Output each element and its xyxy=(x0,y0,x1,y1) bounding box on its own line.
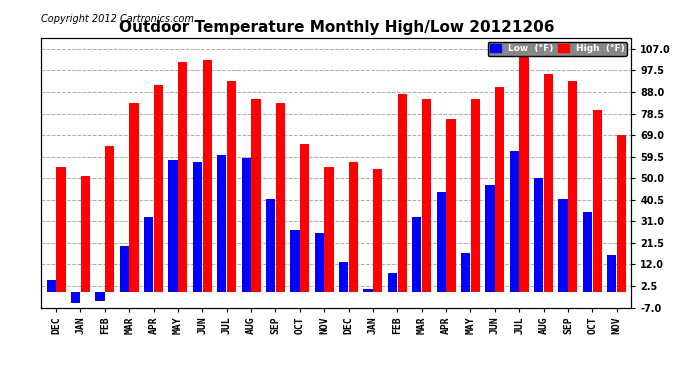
Bar xyxy=(81,176,90,292)
Bar xyxy=(617,135,627,292)
Bar xyxy=(568,81,578,292)
Bar xyxy=(364,290,373,292)
Bar xyxy=(276,103,285,292)
Bar xyxy=(241,158,250,292)
Bar xyxy=(46,280,56,292)
Bar xyxy=(144,217,153,292)
Bar xyxy=(324,167,334,292)
Bar xyxy=(119,246,129,292)
Bar xyxy=(437,192,446,292)
Bar xyxy=(227,81,236,292)
Bar xyxy=(461,253,470,292)
Bar xyxy=(607,255,616,292)
Bar xyxy=(290,230,299,292)
Bar xyxy=(105,146,115,292)
Bar xyxy=(495,87,504,292)
Bar xyxy=(178,63,188,292)
Bar xyxy=(397,94,407,292)
Bar xyxy=(520,49,529,292)
Bar xyxy=(510,151,519,292)
Bar xyxy=(251,99,261,292)
Bar xyxy=(193,162,202,292)
Title: Outdoor Temperature Monthly High/Low 20121206: Outdoor Temperature Monthly High/Low 201… xyxy=(119,20,554,35)
Text: Copyright 2012 Cartronics.com: Copyright 2012 Cartronics.com xyxy=(41,14,195,24)
Bar xyxy=(266,199,275,292)
Bar xyxy=(300,144,309,292)
Bar xyxy=(471,99,480,292)
Legend: Low  (°F), High  (°F): Low (°F), High (°F) xyxy=(488,42,627,56)
Bar xyxy=(95,292,105,301)
Bar xyxy=(168,160,177,292)
Bar xyxy=(593,110,602,292)
Bar xyxy=(130,103,139,292)
Bar xyxy=(485,185,495,292)
Bar xyxy=(217,156,226,292)
Bar xyxy=(544,74,553,292)
Bar xyxy=(583,212,592,292)
Bar xyxy=(203,60,212,292)
Bar xyxy=(534,178,543,292)
Bar xyxy=(339,262,348,292)
Bar xyxy=(446,119,455,292)
Bar xyxy=(154,85,163,292)
Bar xyxy=(349,162,358,292)
Bar xyxy=(388,273,397,292)
Bar xyxy=(412,217,422,292)
Bar xyxy=(422,99,431,292)
Bar xyxy=(71,292,80,303)
Bar xyxy=(57,167,66,292)
Bar xyxy=(315,232,324,292)
Bar xyxy=(558,199,568,292)
Bar xyxy=(373,169,382,292)
